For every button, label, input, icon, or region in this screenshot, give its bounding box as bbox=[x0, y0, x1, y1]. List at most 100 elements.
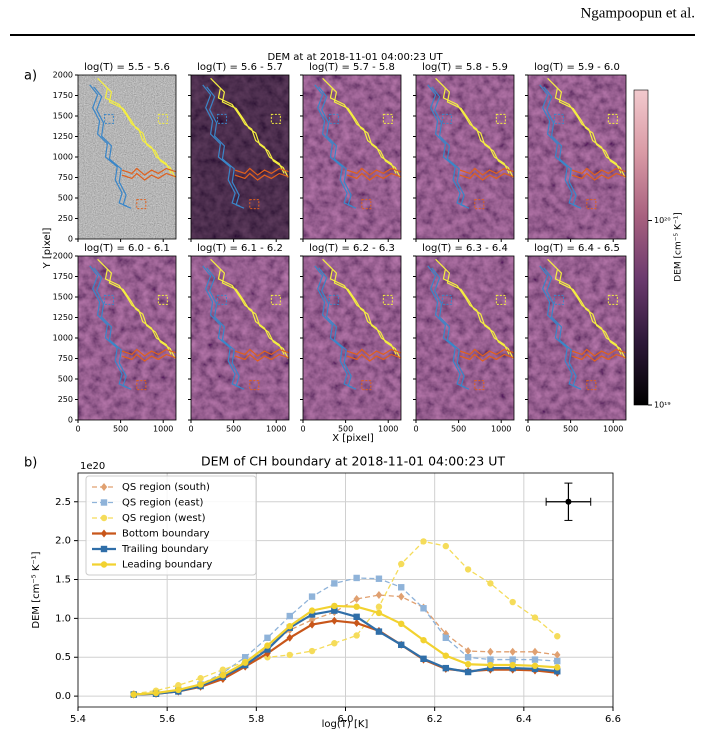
x-tick-label: 0 bbox=[525, 425, 530, 434]
map-title: log(T) = 5.6 - 5.7 bbox=[197, 62, 283, 73]
map-panel bbox=[190, 255, 290, 421]
legend-label: QS region (west) bbox=[122, 513, 206, 524]
qs-south-box bbox=[361, 199, 372, 210]
x-tick-label: 500 bbox=[226, 425, 241, 434]
map-panel bbox=[190, 74, 290, 240]
legend-box bbox=[85, 475, 257, 576]
qs-west-box bbox=[607, 294, 618, 305]
marker bbox=[197, 675, 204, 682]
marker bbox=[130, 691, 137, 698]
x-tick-label: 6.2 bbox=[427, 714, 443, 725]
contour-leading bbox=[322, 77, 401, 178]
marker bbox=[331, 607, 338, 614]
qs-east-box bbox=[553, 113, 564, 124]
chart-title: DEM of CH boundary at 2018-11-01 04:00:2… bbox=[201, 454, 505, 469]
qs-east-box bbox=[441, 294, 452, 305]
map-title: log(T) = 5.5 - 5.6 bbox=[84, 62, 170, 73]
contour-trailing bbox=[427, 84, 470, 209]
marker bbox=[554, 657, 561, 665]
marker bbox=[308, 607, 316, 614]
series-line bbox=[133, 540, 558, 695]
qs-west-box bbox=[382, 294, 393, 305]
legend-label: QS region (south) bbox=[122, 482, 210, 493]
marker bbox=[420, 655, 427, 663]
map-texture bbox=[528, 75, 626, 239]
marker bbox=[353, 594, 360, 603]
map-texture bbox=[191, 256, 289, 420]
marker bbox=[509, 661, 516, 669]
x-tick-label: 1000 bbox=[153, 425, 173, 434]
x-tick-label: 5.4 bbox=[70, 714, 86, 725]
map-panel bbox=[77, 74, 177, 240]
marker bbox=[197, 681, 204, 688]
marker bbox=[554, 633, 561, 640]
colorbar bbox=[633, 89, 649, 406]
x-tick-label: 5.8 bbox=[248, 714, 264, 725]
marker bbox=[353, 619, 360, 628]
marker bbox=[487, 647, 494, 656]
marker bbox=[442, 652, 450, 659]
qs-west-box bbox=[382, 113, 393, 124]
map-panel bbox=[77, 255, 177, 421]
qs-south-box bbox=[136, 199, 147, 210]
x-tick-label: 500 bbox=[563, 425, 578, 434]
marker bbox=[464, 647, 472, 656]
marker bbox=[464, 661, 472, 668]
x-tick-label: 5.6 bbox=[159, 714, 175, 725]
qs-west-box bbox=[157, 294, 168, 305]
map-title: log(T) = 6.0 - 6.1 bbox=[84, 243, 170, 254]
qs-west-box bbox=[495, 113, 506, 124]
map-texture bbox=[303, 256, 401, 420]
marker bbox=[509, 647, 516, 656]
qs-south-box bbox=[136, 380, 147, 391]
map-texture bbox=[416, 75, 514, 239]
qs-east-box bbox=[441, 113, 452, 124]
x-tick-label: 6.0 bbox=[338, 714, 354, 725]
x-tick-label: 0 bbox=[300, 425, 305, 434]
y-axis-label: Y [pixel] bbox=[42, 228, 53, 270]
marker bbox=[487, 580, 494, 587]
contour-trailing bbox=[539, 265, 582, 390]
map-texture bbox=[303, 75, 401, 239]
marker bbox=[509, 656, 516, 663]
y-offset-label: 1e20 bbox=[80, 461, 105, 472]
marker bbox=[375, 628, 383, 635]
y-axis-label: DEM [cm⁻⁵ K⁻¹] bbox=[31, 551, 42, 628]
map-title: log(T) = 5.8 - 5.9 bbox=[422, 62, 508, 73]
y-tick-label: 250 bbox=[58, 395, 73, 404]
map-texture bbox=[78, 75, 176, 239]
contour-bottom bbox=[234, 167, 290, 181]
map-panel bbox=[415, 255, 515, 421]
y-tick-label: 1000 bbox=[53, 153, 73, 162]
legend-label: QS region (east) bbox=[122, 498, 204, 509]
map-panel bbox=[415, 74, 515, 240]
qs-west-box bbox=[607, 113, 618, 124]
marker bbox=[100, 545, 108, 553]
x-tick-label: 500 bbox=[338, 425, 353, 434]
series-line bbox=[133, 604, 558, 696]
y-tick-label: 0.5 bbox=[55, 652, 71, 663]
qs-east-box bbox=[553, 294, 564, 305]
marker bbox=[375, 609, 383, 617]
qs-south-box bbox=[474, 380, 485, 391]
marker bbox=[531, 614, 539, 621]
x-tick-label: 1000 bbox=[491, 425, 511, 434]
contour-trailing bbox=[202, 265, 245, 390]
marker bbox=[531, 656, 539, 663]
y-tick-label: 0.0 bbox=[55, 691, 71, 702]
contour-leading bbox=[435, 77, 514, 178]
marker bbox=[464, 654, 472, 661]
marker bbox=[353, 613, 360, 621]
qs-south-box bbox=[586, 199, 597, 210]
marker bbox=[308, 593, 316, 600]
colorbar-tick-label: 10²⁰ bbox=[654, 216, 671, 225]
contour-trailing bbox=[89, 265, 132, 390]
marker bbox=[353, 632, 360, 639]
marker bbox=[442, 634, 450, 642]
marker bbox=[286, 612, 293, 620]
plot-frame bbox=[77, 472, 614, 708]
contour-leading bbox=[210, 77, 289, 178]
contour-bottom bbox=[121, 348, 177, 362]
qs-south-box bbox=[474, 199, 485, 210]
